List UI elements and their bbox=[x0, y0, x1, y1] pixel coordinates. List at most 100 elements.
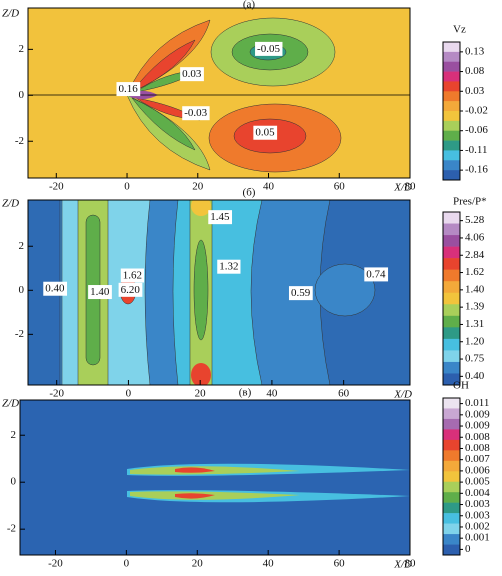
colorbar-tick-label: 1.62 bbox=[465, 266, 484, 278]
contour-label: 0.40 bbox=[45, 283, 65, 295]
colorbar-band bbox=[443, 418, 460, 430]
y-tick-label: 2 bbox=[11, 429, 17, 441]
colorbar-band bbox=[443, 81, 460, 92]
colorbar-tick-label: 0.004 bbox=[465, 487, 490, 499]
colorbar-tick-label: 0.002 bbox=[465, 520, 490, 532]
contour-label-box bbox=[120, 268, 145, 283]
colorbar-band bbox=[443, 513, 460, 524]
colorbar-band bbox=[443, 361, 460, 374]
contour-label-box bbox=[253, 125, 278, 140]
colorbar-tick-label: 0.003 bbox=[465, 498, 490, 510]
colorbar-band bbox=[443, 460, 460, 472]
panel-title: (в) bbox=[239, 387, 252, 399]
colorbar-tick-label: 5.28 bbox=[465, 214, 485, 226]
contour-label-box bbox=[118, 282, 143, 297]
colorbar-tick-label: 2.84 bbox=[465, 249, 485, 261]
y-tick-label: 0 bbox=[19, 284, 25, 296]
colorbar-band bbox=[443, 398, 460, 409]
colorbar-frame bbox=[442, 211, 461, 386]
colorbar-tick-label: -0.11 bbox=[465, 144, 488, 156]
colorbar-tick-label: 1.39 bbox=[465, 301, 485, 313]
colorbar-band bbox=[443, 150, 460, 161]
contour-label: 6.20 bbox=[121, 284, 141, 296]
colorbar-tick-label: 1.20 bbox=[465, 335, 485, 347]
colorbar-band bbox=[443, 120, 460, 132]
colorbar-tick-label: 0.03 bbox=[465, 85, 485, 97]
colorbar-tick-label: -0.02 bbox=[465, 105, 488, 117]
plot-frame bbox=[27, 7, 411, 179]
contour-label-box bbox=[88, 285, 112, 300]
colorbar-tick-label: 0.011 bbox=[465, 397, 489, 409]
colorbar-band bbox=[443, 212, 460, 224]
colorbar-tick-label: 0.006 bbox=[465, 464, 490, 476]
x-tick-label: -20 bbox=[49, 181, 64, 193]
colorbar-tick-label: 0.75 bbox=[465, 353, 485, 365]
colorbar-tick-label: 0.008 bbox=[465, 431, 490, 443]
x-tick-label: -20 bbox=[49, 388, 64, 400]
x-axis-label: X/D bbox=[393, 559, 412, 571]
colorbar-band bbox=[443, 338, 460, 351]
colorbar-band bbox=[443, 408, 460, 420]
contour-label: 0.74 bbox=[366, 268, 386, 280]
contour-label: -0.05 bbox=[257, 43, 280, 55]
colorbar-band bbox=[443, 523, 460, 535]
field-b bbox=[28, 200, 410, 385]
colorbar-tick-label: 1.31 bbox=[465, 318, 484, 330]
contour-label-box bbox=[180, 67, 204, 82]
colorbar-tick-label: 0.008 bbox=[465, 442, 490, 454]
colorbar-band bbox=[443, 160, 460, 171]
x-tick-label: 80 bbox=[405, 181, 417, 193]
colorbar-band bbox=[443, 101, 460, 112]
colorbar-band bbox=[443, 492, 460, 503]
colorbar-tick-label: 4.06 bbox=[465, 231, 485, 243]
x-tick-label: 40 bbox=[263, 181, 275, 193]
colorbar-title: OH bbox=[453, 380, 469, 392]
colorbar-band bbox=[443, 350, 460, 363]
y-tick-label: 0 bbox=[11, 476, 17, 488]
x-tick-label: 0 bbox=[124, 181, 130, 193]
contour-label: 1.62 bbox=[123, 270, 142, 282]
y-axis-label: Z/D bbox=[2, 198, 19, 210]
contour-label: 0.59 bbox=[291, 287, 311, 299]
panel-title: (б) bbox=[243, 187, 256, 199]
y-tick-label: -2 bbox=[15, 135, 24, 147]
x-tick-label: 80 bbox=[405, 558, 417, 570]
x-axis-label: X/D bbox=[393, 389, 412, 401]
contour-label-box bbox=[208, 210, 233, 225]
colorbar-band bbox=[443, 281, 460, 294]
colorbar-band bbox=[443, 258, 460, 270]
colorbar-tick-label: -0.06 bbox=[465, 124, 488, 136]
colorbar-frame bbox=[442, 397, 461, 556]
colorbar-band bbox=[443, 235, 460, 247]
colorbar-band bbox=[443, 373, 460, 386]
x-tick-label: 40 bbox=[266, 388, 278, 400]
colorbar-tick-label: 0.08 bbox=[465, 65, 485, 77]
colorbar-band bbox=[443, 502, 460, 514]
colorbar-band bbox=[443, 544, 460, 556]
colorbar-tick-label: 0.40 bbox=[465, 370, 485, 382]
x-axis-label: X/D bbox=[393, 182, 412, 194]
panel-title: (а) bbox=[243, 0, 256, 11]
y-tick-label: 2 bbox=[19, 240, 25, 252]
colorbar-tick-label: 1.40 bbox=[465, 283, 485, 295]
colorbar-tick-label: 0 bbox=[465, 543, 471, 555]
x-tick-label: 60 bbox=[334, 181, 346, 193]
colorbar-band bbox=[443, 71, 460, 82]
y-axis-label: Z/D bbox=[2, 398, 19, 410]
colorbar-tick-label: 0.003 bbox=[465, 509, 490, 521]
field-c bbox=[20, 400, 410, 555]
contour-label: 0.16 bbox=[118, 83, 138, 95]
colorbar-band bbox=[443, 130, 460, 141]
colorbar-band bbox=[443, 91, 460, 102]
contour-label-box bbox=[43, 281, 68, 296]
y-tick-label: -2 bbox=[7, 523, 16, 535]
colorbar-band bbox=[443, 61, 460, 72]
y-axis-label: Z/D bbox=[2, 8, 19, 20]
contour-label-box bbox=[255, 41, 283, 56]
colorbar-band bbox=[443, 534, 460, 545]
field-a bbox=[28, 8, 410, 178]
contour-label-box bbox=[288, 286, 313, 301]
colorbar-title: Vz bbox=[453, 24, 466, 36]
plot-frame bbox=[27, 199, 411, 386]
contour-label: 0.05 bbox=[255, 127, 275, 139]
